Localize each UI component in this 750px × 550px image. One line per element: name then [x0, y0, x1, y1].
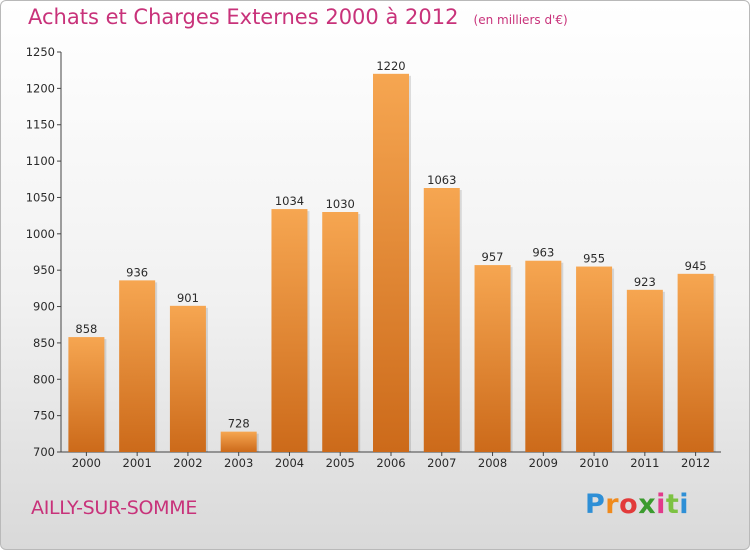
logo-letter: i	[656, 489, 666, 520]
y-tick-label: 1100	[26, 154, 55, 168]
x-tick-label: 2002	[173, 456, 202, 470]
y-tick-label: 900	[33, 300, 55, 314]
bar-value-label: 955	[583, 252, 605, 266]
x-tick-label: 2008	[478, 456, 507, 470]
bar-value-label: 901	[177, 291, 199, 305]
commune-name: AILLY-SUR-SOMME	[31, 497, 198, 519]
x-tick-label: 2012	[681, 456, 710, 470]
bar	[626, 289, 663, 452]
bar-value-label: 1063	[427, 173, 456, 187]
x-tick-label: 2004	[275, 456, 304, 470]
y-tick-label: 950	[33, 263, 55, 277]
proxiti-logo: Proxiti	[585, 489, 689, 520]
logo-letter: t	[665, 489, 680, 520]
bar-value-label: 923	[634, 275, 656, 289]
x-tick-label: 2009	[529, 456, 558, 470]
bar	[423, 188, 460, 452]
bar-value-label: 1220	[376, 59, 405, 73]
chart-unit-label: (en milliers d'€)	[473, 13, 568, 27]
x-tick-label: 2005	[326, 456, 355, 470]
bar	[220, 431, 257, 452]
y-tick-label: 1150	[26, 118, 55, 132]
x-tick-label: 2006	[376, 456, 405, 470]
y-tick-label: 1200	[26, 81, 55, 95]
bar	[271, 209, 308, 452]
bar	[525, 260, 562, 452]
bar	[119, 280, 156, 452]
logo-letter: r	[605, 489, 620, 520]
bar	[68, 337, 105, 452]
bar	[576, 266, 613, 452]
logo-letter: o	[619, 489, 639, 520]
bar-value-label: 957	[482, 250, 504, 264]
y-tick-label: 850	[33, 336, 55, 350]
bar-value-label: 1034	[275, 194, 304, 208]
bar-value-label: 858	[75, 322, 97, 336]
logo-letter: P	[585, 489, 606, 520]
y-tick-label: 1000	[26, 227, 55, 241]
bar	[169, 305, 206, 452]
logo-letter: x	[638, 489, 657, 520]
x-tick-label: 2001	[123, 456, 152, 470]
logo-letter: i	[679, 489, 690, 520]
x-tick-label: 2011	[630, 456, 659, 470]
bar	[322, 212, 359, 452]
y-tick-label: 1050	[26, 190, 55, 204]
chart-title: Achats et Charges Externes 2000 à 2012 (…	[28, 5, 568, 29]
bar-value-label: 963	[532, 246, 554, 260]
x-tick-label: 2003	[224, 456, 253, 470]
chart-title-text: Achats et Charges Externes 2000 à 2012	[28, 5, 459, 29]
bar	[677, 273, 714, 452]
x-tick-label: 2007	[427, 456, 456, 470]
bar-value-label: 945	[685, 259, 707, 273]
bar-value-label: 728	[228, 417, 250, 431]
bar-value-label: 1030	[326, 197, 355, 211]
x-tick-label: 2000	[72, 456, 101, 470]
bar	[373, 73, 409, 453]
bar-value-label: 936	[126, 265, 148, 279]
y-tick-label: 1250	[26, 45, 55, 59]
y-tick-label: 700	[33, 445, 55, 459]
x-tick-label: 2010	[579, 456, 608, 470]
y-tick-label: 800	[33, 372, 55, 386]
bar	[474, 265, 511, 452]
y-tick-label: 750	[33, 409, 55, 423]
